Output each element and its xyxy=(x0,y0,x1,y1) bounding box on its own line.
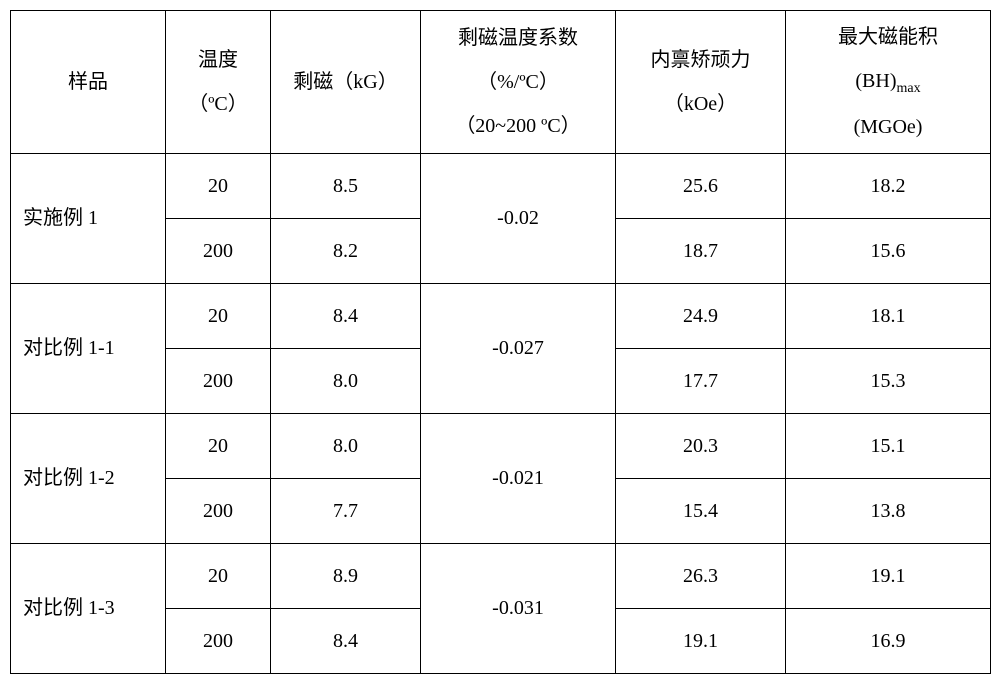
remanence-cell: 8.0 xyxy=(271,413,421,478)
header-coercivity-label: 内禀矫顽力 xyxy=(651,49,751,71)
sample-cell: 对比例 1-3 xyxy=(11,543,166,673)
coercivity-cell: 20.3 xyxy=(616,413,786,478)
bhmax-cell: 16.9 xyxy=(786,608,991,673)
bhmax-cell: 15.1 xyxy=(786,413,991,478)
sample-cell: 对比例 1-1 xyxy=(11,283,166,413)
temp-cell: 200 xyxy=(166,478,271,543)
header-coercivity: 内禀矫顽力 （kOe） xyxy=(616,11,786,154)
remanence-cell: 8.4 xyxy=(271,608,421,673)
coercivity-cell: 19.1 xyxy=(616,608,786,673)
remanence-cell: 8.2 xyxy=(271,218,421,283)
header-remanence: 剩磁（kG） xyxy=(271,11,421,154)
header-temperature: 温度 （ºC） xyxy=(166,11,271,154)
sample-cell: 对比例 1-2 xyxy=(11,413,166,543)
coercivity-cell: 24.9 xyxy=(616,283,786,348)
coef-cell: -0.031 xyxy=(421,543,616,673)
coercivity-cell: 17.7 xyxy=(616,348,786,413)
header-bhmax-label: 最大磁能积 xyxy=(838,26,938,48)
bhmax-cell: 15.6 xyxy=(786,218,991,283)
remanence-cell: 8.0 xyxy=(271,348,421,413)
header-row: 样品 温度 （ºC） 剩磁（kG） 剩磁温度系数 （%/ºC） （20~200 … xyxy=(11,11,991,154)
header-temperature-unit: （ºC） xyxy=(188,93,248,115)
remanence-cell: 7.7 xyxy=(271,478,421,543)
remanence-cell: 8.5 xyxy=(271,153,421,218)
coef-cell: -0.027 xyxy=(421,283,616,413)
temp-cell: 200 xyxy=(166,218,271,283)
coef-cell: -0.021 xyxy=(421,413,616,543)
header-temperature-label: 温度 xyxy=(198,49,238,71)
header-coercivity-unit: （kOe） xyxy=(664,93,737,115)
bhmax-cell: 18.2 xyxy=(786,153,991,218)
header-sample: 样品 xyxy=(11,11,166,154)
coercivity-cell: 25.6 xyxy=(616,153,786,218)
temp-cell: 20 xyxy=(166,543,271,608)
temp-cell: 200 xyxy=(166,348,271,413)
temp-cell: 20 xyxy=(166,413,271,478)
magnet-properties-table: 样品 温度 （ºC） 剩磁（kG） 剩磁温度系数 （%/ºC） （20~200 … xyxy=(10,10,991,674)
header-bhmax-unit: (MGOe) xyxy=(854,116,923,138)
table-row: 实施例 1 20 8.5 -0.02 25.6 18.2 xyxy=(11,153,991,218)
remanence-cell: 8.4 xyxy=(271,283,421,348)
temp-cell: 20 xyxy=(166,283,271,348)
table-row: 对比例 1-1 20 8.4 -0.027 24.9 18.1 xyxy=(11,283,991,348)
remanence-cell: 8.9 xyxy=(271,543,421,608)
bhmax-cell: 18.1 xyxy=(786,283,991,348)
coercivity-cell: 26.3 xyxy=(616,543,786,608)
bhmax-cell: 15.3 xyxy=(786,348,991,413)
sample-cell: 实施例 1 xyxy=(11,153,166,283)
coef-cell: -0.02 xyxy=(421,153,616,283)
coercivity-cell: 18.7 xyxy=(616,218,786,283)
temp-cell: 20 xyxy=(166,153,271,218)
header-coef-label: 剩磁温度系数 xyxy=(458,27,578,49)
header-bhmax: 最大磁能积 (BH)max (MGOe) xyxy=(786,11,991,154)
header-coef-unit: （%/ºC） xyxy=(477,71,559,93)
table-row: 对比例 1-3 20 8.9 -0.031 26.3 19.1 xyxy=(11,543,991,608)
table-row: 对比例 1-2 20 8.0 -0.021 20.3 15.1 xyxy=(11,413,991,478)
bhmax-cell: 19.1 xyxy=(786,543,991,608)
coercivity-cell: 15.4 xyxy=(616,478,786,543)
header-bhmax-symbol: (BH)max xyxy=(855,70,920,92)
temp-cell: 200 xyxy=(166,608,271,673)
header-coef-range: （20~200 ºC） xyxy=(455,115,580,137)
bhmax-cell: 13.8 xyxy=(786,478,991,543)
header-temp-coefficient: 剩磁温度系数 （%/ºC） （20~200 ºC） xyxy=(421,11,616,154)
